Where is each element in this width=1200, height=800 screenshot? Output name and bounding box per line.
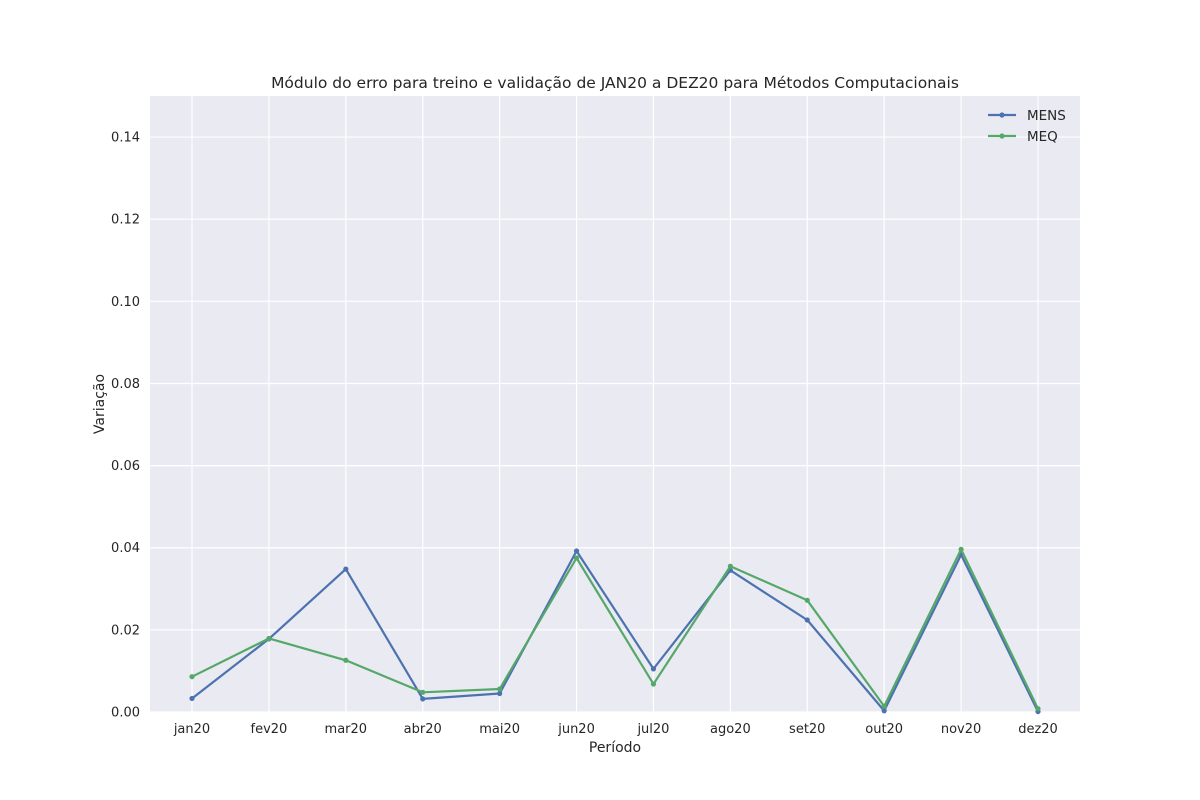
y-tick-label: 0.14 [111, 131, 140, 146]
data-point [266, 635, 272, 642]
x-tick-label: nov20 [941, 722, 981, 737]
x-tick-label: jun20 [557, 722, 595, 737]
series-layer [189, 546, 1041, 715]
x-tick-label: mai20 [479, 722, 520, 737]
legend-label: MEQ [1027, 129, 1058, 145]
legend-marker [999, 133, 1005, 139]
grid-lines [150, 96, 1080, 713]
data-point [420, 696, 426, 702]
y-tick-label: 0.12 [111, 213, 140, 228]
legend-item-mens: MENS [988, 108, 1066, 124]
x-tick-label: out20 [865, 722, 903, 737]
y-tick-labels: 0.00 0.02 0.04 0.06 0.08 0.10 0.12 0.14 [111, 131, 140, 721]
y-tick-label: 0.00 [111, 706, 140, 721]
x-tick-label: mar20 [325, 722, 368, 737]
x-tick-label: dez20 [1018, 722, 1058, 737]
x-tick-label: ago20 [710, 722, 751, 737]
data-point [650, 666, 657, 672]
x-tick-label: jan20 [173, 722, 210, 737]
series-meq [189, 546, 1041, 712]
legend-label: MENS [1027, 108, 1066, 124]
data-point [420, 689, 426, 695]
data-point [881, 708, 887, 714]
data-point [727, 563, 733, 569]
series-mens [189, 548, 1041, 715]
legend: MENS MEQ [988, 108, 1066, 145]
y-tick-label: 0.06 [111, 459, 140, 474]
data-point [497, 690, 503, 697]
data-point [804, 597, 810, 603]
data-point [1035, 706, 1041, 712]
data-point [573, 555, 580, 561]
data-point [650, 681, 657, 687]
data-point [573, 548, 580, 554]
legend-item-meq: MEQ [988, 129, 1058, 145]
data-point [958, 546, 964, 552]
chart-title: Módulo do erro para treino e validação d… [271, 74, 959, 92]
y-tick-label: 0.10 [111, 295, 140, 310]
data-point [189, 695, 195, 702]
y-axis-label: Variação [92, 374, 108, 434]
data-point [804, 617, 810, 623]
series-line-meq [191, 548, 1039, 710]
x-tick-label: fev20 [251, 722, 288, 737]
data-point [881, 703, 887, 709]
x-tick-labels: jan20 fev20 mar20 abr20 mai20 jun20 jul20 ago20… [173, 722, 1058, 737]
y-tick-label: 0.08 [111, 377, 140, 392]
data-point [189, 674, 195, 680]
y-tick-label: 0.04 [111, 541, 140, 556]
data-point [343, 657, 349, 663]
x-axis-label: Período [589, 740, 641, 756]
x-tick-label: set20 [789, 722, 825, 737]
legend-marker [999, 112, 1005, 118]
x-tick-label: abr20 [404, 722, 442, 737]
data-point [343, 566, 349, 572]
data-point [497, 686, 503, 692]
series-line-mens [191, 549, 1039, 713]
y-tick-label: 0.02 [111, 623, 140, 638]
x-tick-label: jul20 [636, 722, 669, 737]
